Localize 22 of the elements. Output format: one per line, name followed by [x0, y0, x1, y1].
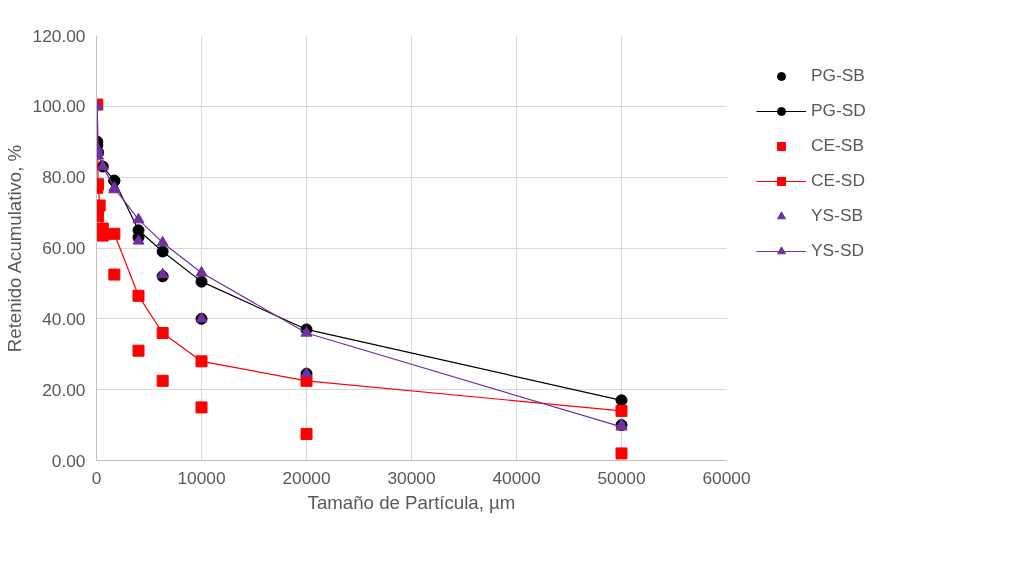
- legend-label: CE-SD: [811, 170, 865, 191]
- y-tick-label: 120.00: [32, 25, 86, 46]
- y-tick-label: 60.00: [42, 238, 86, 258]
- legend-label: YS-SB: [811, 205, 864, 226]
- y-tick-label: 20.00: [42, 379, 86, 400]
- legend-label: YS-SD: [811, 240, 864, 261]
- x-tick-label: 50000: [597, 467, 646, 488]
- x-tick-label: 40000: [492, 467, 541, 488]
- x-tick-label: 0: [91, 467, 102, 488]
- x-tick-label: 30000: [387, 467, 436, 488]
- x-tick-label: 10000: [177, 467, 226, 488]
- legend-label: CE-SB: [811, 135, 864, 156]
- y-tick-label: 80.00: [42, 167, 86, 188]
- y-tick-label: 0.00: [51, 450, 86, 471]
- y-axis-title: Retenido Acumulativo, %: [3, 144, 25, 353]
- y-tick-label: 100.00: [32, 96, 86, 117]
- legend-label: PG-SD: [811, 100, 866, 121]
- x-tick-label: 60000: [702, 467, 751, 488]
- y-tick-label: 40.00: [42, 308, 86, 329]
- legend-label: PG-SB: [811, 65, 865, 86]
- x-tick-label: 20000: [282, 467, 331, 488]
- x-axis-title: Tamaño de Partícula, µm: [307, 491, 516, 513]
